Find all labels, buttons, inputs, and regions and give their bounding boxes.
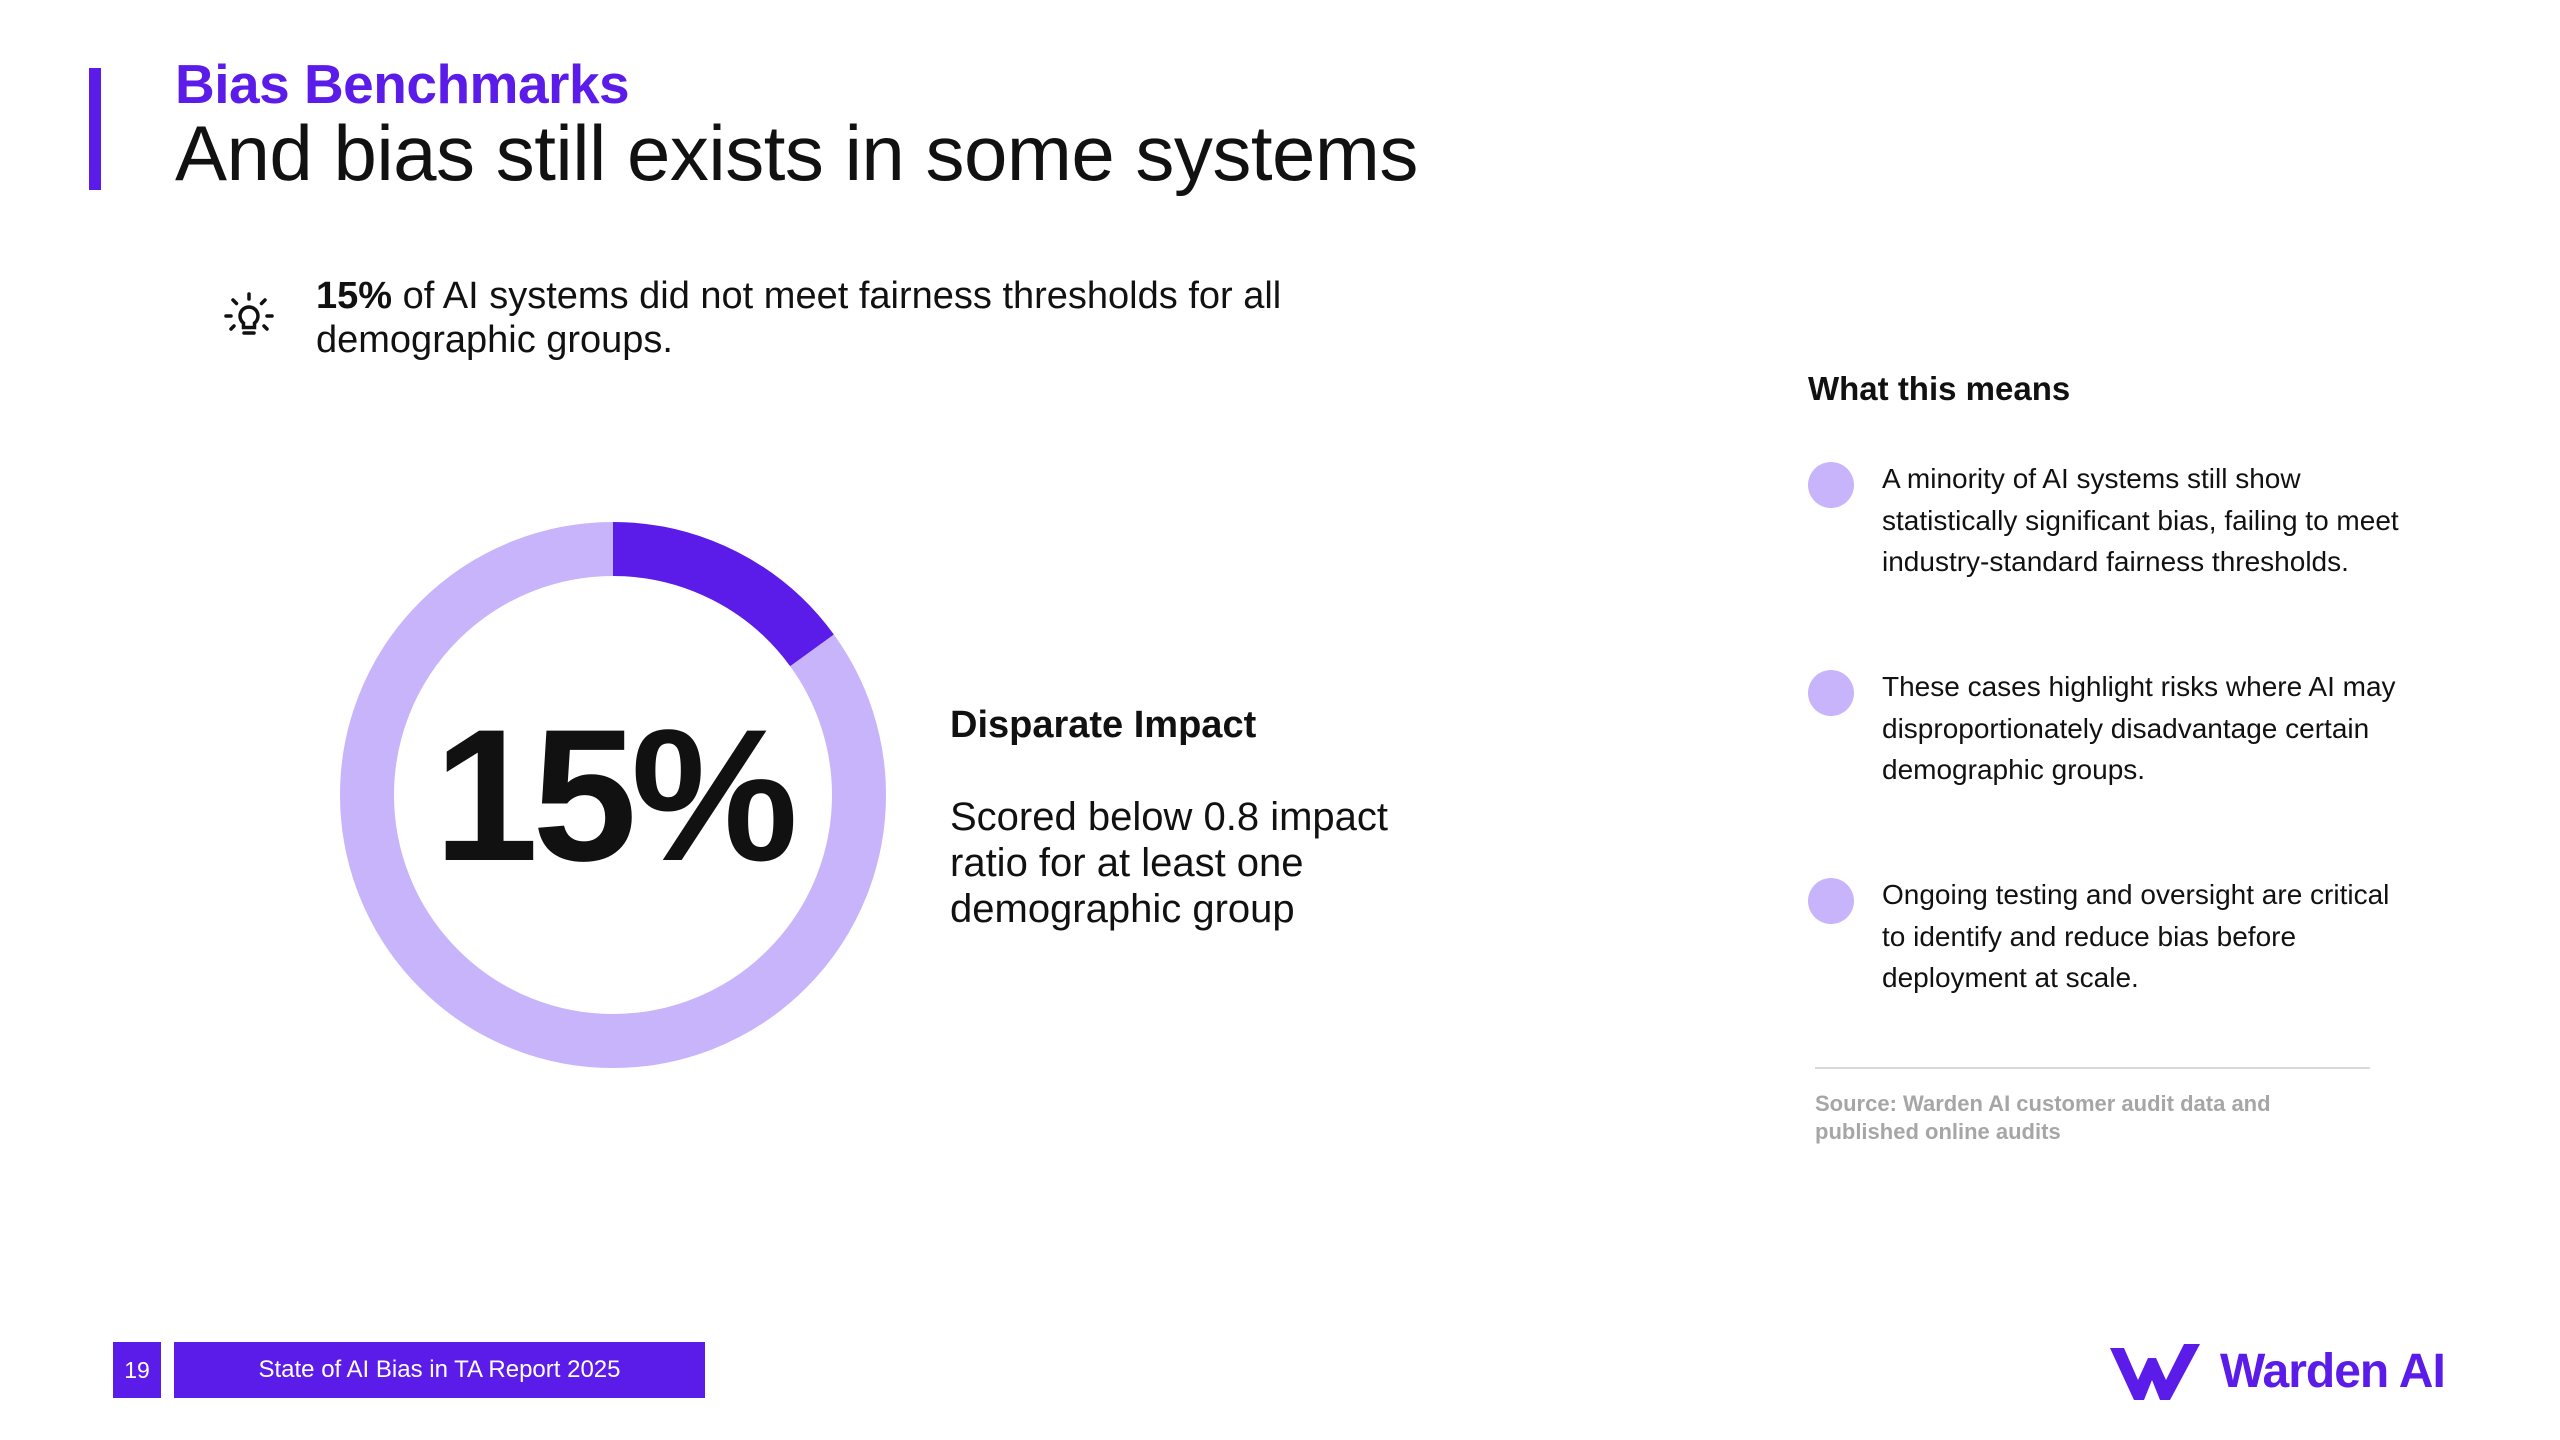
insight-highlight: 15% [316,275,393,317]
insight-body: of AI systems did not meet fairness thre… [316,275,1282,361]
bullet-dot [1808,878,1854,924]
bullet-text: Ongoing testing and oversight are critic… [1882,879,2390,993]
bullet-text: These cases highlight risks where AI may… [1882,671,2396,785]
donut-center-label: 15% [433,690,798,900]
page-number: 19 [113,1342,161,1398]
source-note: Source: Warden AI customer audit data an… [1815,1091,2271,1144]
warden-logo-icon [2110,1344,2200,1400]
footer-report-title: State of AI Bias in TA Report 2025 [174,1342,705,1398]
donut-chart-svg [340,522,886,1068]
impact-title: Disparate Impact [950,704,1257,746]
logo-text: Warden AI [2220,1344,2446,1398]
bullet-text: A minority of AI systems still show stat… [1882,463,2399,577]
bullet-dot [1808,462,1854,508]
source-divider [1815,1067,2370,1069]
section-eyebrow: Bias Benchmarks [175,53,630,115]
donut-chart: 15% [340,522,886,1068]
what-this-means-title: What this means [1808,370,2071,407]
warden-ai-logo: Warden AI [2108,1336,2446,1406]
donut-slice-1 [340,522,886,1068]
title-accent-bar [89,68,101,190]
impact-description: Scored below 0.8 impact ratio for at lea… [950,795,1389,931]
page-title: And bias still exists in some systems [175,109,1418,197]
lightbulb-icon [224,292,274,335]
bullet-dot [1808,670,1854,716]
insight-text: 15% of AI systems did not meet fairness … [316,274,1436,362]
